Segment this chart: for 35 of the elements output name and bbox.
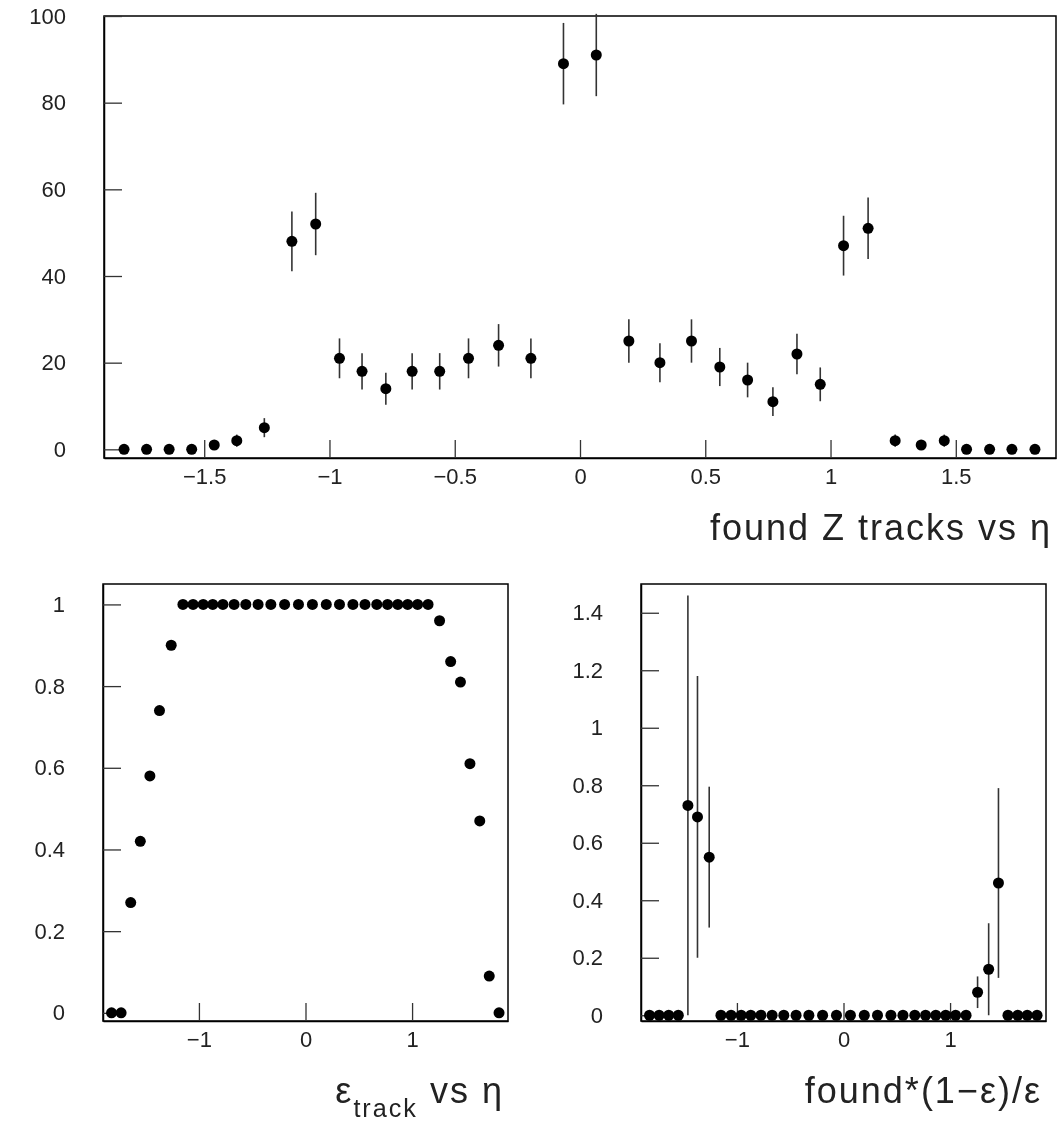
y-tick-label: 20 — [41, 350, 66, 376]
y-tick-label: 60 — [41, 176, 66, 202]
x-axis-title: found Z tracks vs η — [709, 507, 1052, 548]
y-tick-label: 1.2 — [572, 657, 603, 683]
x-tick-label: 1.5 — [940, 463, 972, 489]
y-tick-label: 0.2 — [572, 945, 603, 971]
y-tick-label: 0.4 — [572, 887, 603, 913]
y-tick-label: 0.8 — [572, 772, 603, 798]
x-tick-label: −1.5 — [182, 463, 227, 489]
y-tick-label: 0.4 — [34, 837, 65, 863]
y-tick-label: 100 — [29, 3, 66, 29]
x-tick-label: −1 — [317, 463, 343, 489]
y-tick-label: 0.8 — [34, 673, 65, 699]
y-tick-label: 0.6 — [34, 755, 65, 781]
y-tick-label: 1 — [52, 591, 65, 617]
y-tick-label: 0.6 — [572, 830, 603, 856]
x-tick-label: 1 — [944, 1026, 957, 1052]
y-tick-label: 0 — [590, 1002, 603, 1028]
x-axis-title: ε$_{track}$ vs η — [335, 1070, 504, 1122]
x-tick-label: 1 — [406, 1026, 419, 1052]
y-tick-label: 80 — [41, 90, 66, 116]
x-tick-label: −1 — [186, 1026, 212, 1052]
y-tick-label: 0.2 — [34, 918, 65, 944]
y-tick-label: 1.4 — [572, 600, 603, 626]
x-tick-label: 0 — [837, 1026, 851, 1052]
y-tick-label: 0 — [52, 1000, 65, 1026]
y-tick-label: 40 — [41, 263, 66, 289]
x-tick-label: 1 — [824, 463, 838, 489]
y-tick-label: 0 — [53, 436, 66, 462]
y-tick-label: 1 — [590, 715, 603, 741]
x-tick-label: −1 — [724, 1026, 750, 1052]
x-axis-title: found*(1−ε)/ε — [804, 1070, 1042, 1111]
x-tick-label: 0.5 — [690, 463, 722, 489]
x-tick-label: −0.5 — [433, 463, 477, 489]
x-tick-label: 0 — [299, 1026, 313, 1052]
